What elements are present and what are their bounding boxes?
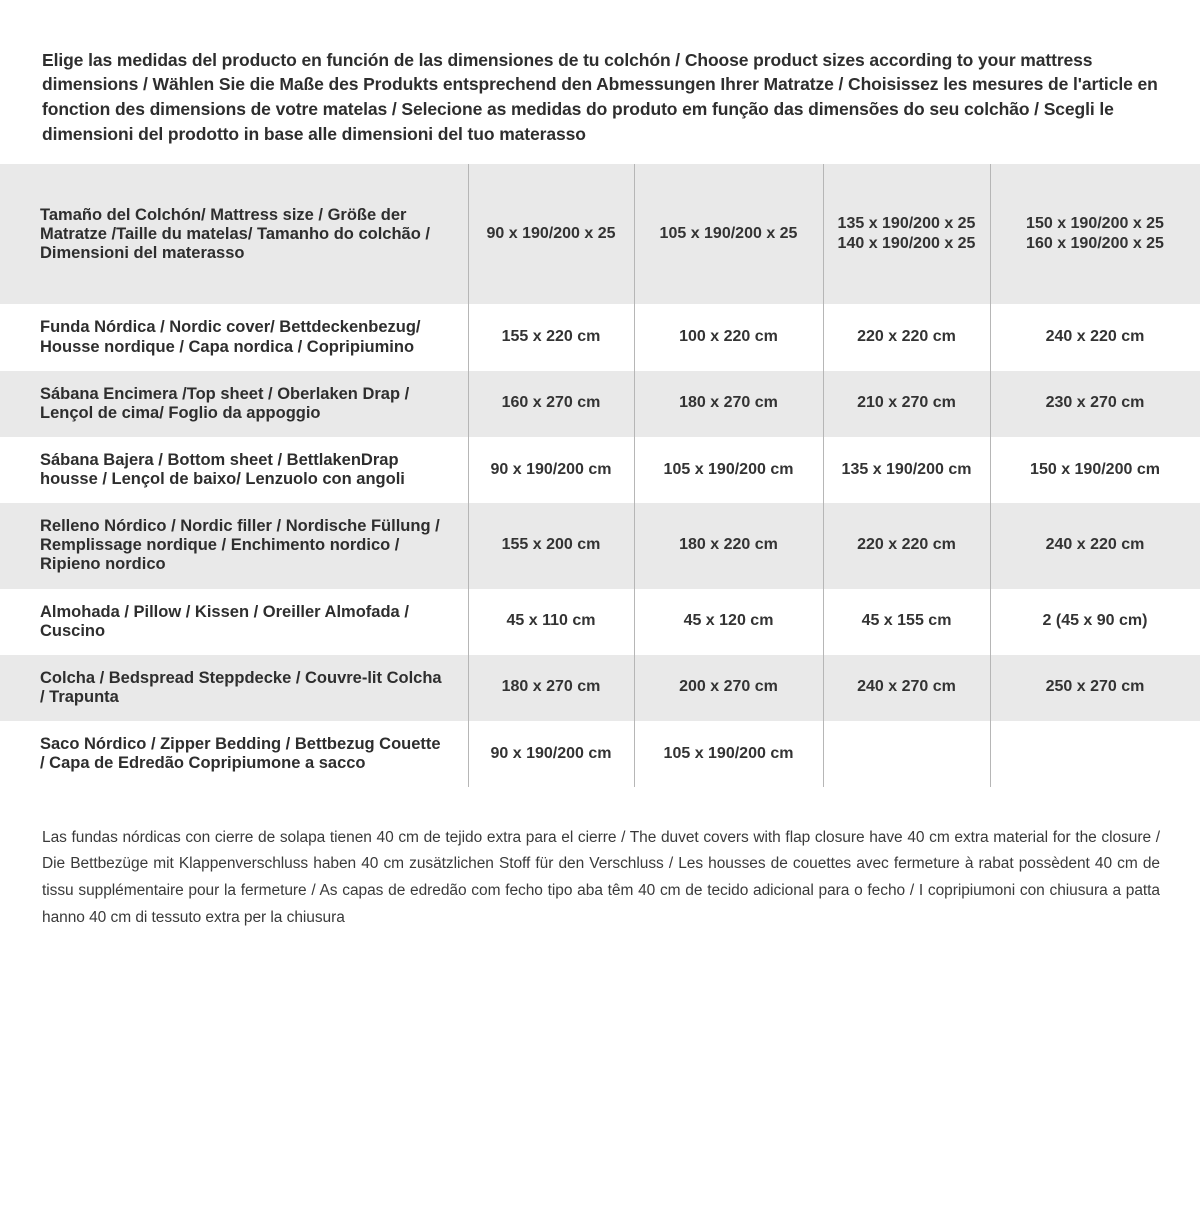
table-header-row: Tamaño del Colchón/ Mattress size / Größ… (0, 164, 1200, 305)
row-label-cell: Sábana Encimera /Top sheet / Oberlaken D… (0, 370, 468, 437)
header-cell-col2: 105 x 190/200 x 25 (633, 164, 823, 305)
row-label-cell: Colcha / Bedspread Steppdecke / Couvre-l… (0, 654, 468, 721)
row-value-cell: 200 x 270 cm (633, 654, 823, 721)
table-row: Funda Nórdica / Nordic cover/ Bettdecken… (0, 304, 1200, 371)
header-cell-col4: 150 x 190/200 x 25 160 x 190/200 x 25 (989, 164, 1200, 305)
row-value-cell (989, 721, 1200, 788)
row-label-cell: Almohada / Pillow / Kissen / Oreiller Al… (0, 588, 468, 655)
intro-paragraph: Elige las medidas del producto en funció… (42, 49, 1158, 145)
row-label-cell: Funda Nórdica / Nordic cover/ Bettdecken… (0, 304, 468, 371)
row-value-cell: 155 x 200 cm (467, 503, 634, 589)
header-label-cell: Tamaño del Colchón/ Mattress size / Größ… (0, 164, 468, 305)
header-col3-line2: 140 x 190/200 x 25 (837, 235, 976, 253)
row-value-cell: 105 x 190/200 cm (633, 721, 823, 788)
row-value-cell: 155 x 220 cm (467, 304, 634, 371)
row-value-cell: 240 x 270 cm (822, 654, 990, 721)
table-row: Almohada / Pillow / Kissen / Oreiller Al… (0, 588, 1200, 655)
row-value-cell: 180 x 270 cm (633, 370, 823, 437)
row-value-cell: 45 x 155 cm (822, 588, 990, 655)
row-label-cell: Sábana Bajera / Bottom sheet / Bettlaken… (0, 436, 468, 504)
header-col4-line1: 150 x 190/200 x 25 (1026, 214, 1164, 232)
footnote-paragraph: Las fundas nórdicas con cierre de solapa… (42, 828, 1160, 926)
table-row: Relleno Nórdico / Nordic filler / Nordis… (0, 503, 1200, 589)
row-label-cell: Saco Nórdico / Zipper Bedding / Bettbezu… (0, 721, 468, 788)
mattress-size-table: Tamaño del Colchón/ Mattress size / Größ… (0, 164, 1200, 788)
row-value-cell: 45 x 120 cm (633, 588, 823, 655)
row-value-cell: 90 x 190/200 cm (467, 721, 634, 788)
row-value-cell: 180 x 220 cm (633, 503, 823, 589)
mattress-size-guide-page: Elige las medidas del producto en funció… (0, 18, 1200, 1218)
header-col3-line1: 135 x 190/200 x 25 (837, 214, 976, 232)
table-row: Sábana Encimera /Top sheet / Oberlaken D… (0, 370, 1200, 437)
header-cell-col1: 90 x 190/200 x 25 (467, 164, 634, 305)
row-value-cell: 160 x 270 cm (467, 370, 634, 437)
row-value-cell: 90 x 190/200 cm (467, 436, 634, 504)
row-value-cell: 135 x 190/200 cm (822, 436, 990, 504)
row-label-cell: Relleno Nórdico / Nordic filler / Nordis… (0, 503, 468, 589)
row-value-cell: 150 x 190/200 cm (989, 436, 1200, 504)
row-value-cell: 210 x 270 cm (822, 370, 990, 437)
row-value-cell: 45 x 110 cm (467, 588, 634, 655)
table-row: Saco Nórdico / Zipper Bedding / Bettbezu… (0, 721, 1200, 788)
row-value-cell: 220 x 220 cm (822, 503, 990, 589)
row-value-cell: 180 x 270 cm (467, 654, 634, 721)
header-col2-line1: 105 x 190/200 x 25 (659, 224, 798, 242)
row-value-cell (822, 721, 990, 788)
table-row: Colcha / Bedspread Steppdecke / Couvre-l… (0, 654, 1200, 721)
row-value-cell: 240 x 220 cm (989, 304, 1200, 371)
header-col1-line1: 90 x 190/200 x 25 (486, 224, 616, 242)
row-value-cell: 240 x 220 cm (989, 503, 1200, 589)
header-col4-line2: 160 x 190/200 x 25 (1026, 235, 1164, 253)
row-value-cell: 220 x 220 cm (822, 304, 990, 371)
row-value-cell: 100 x 220 cm (633, 304, 823, 371)
header-cell-col3: 135 x 190/200 x 25 140 x 190/200 x 25 (822, 164, 990, 305)
table-body: Tamaño del Colchón/ Mattress size / Größ… (0, 164, 1200, 788)
row-value-cell: 105 x 190/200 cm (633, 436, 823, 504)
row-value-cell: 2 (45 x 90 cm) (989, 588, 1200, 655)
row-value-cell: 250 x 270 cm (989, 654, 1200, 721)
row-value-cell: 230 x 270 cm (989, 370, 1200, 437)
table-row: Sábana Bajera / Bottom sheet / Bettlaken… (0, 436, 1200, 504)
